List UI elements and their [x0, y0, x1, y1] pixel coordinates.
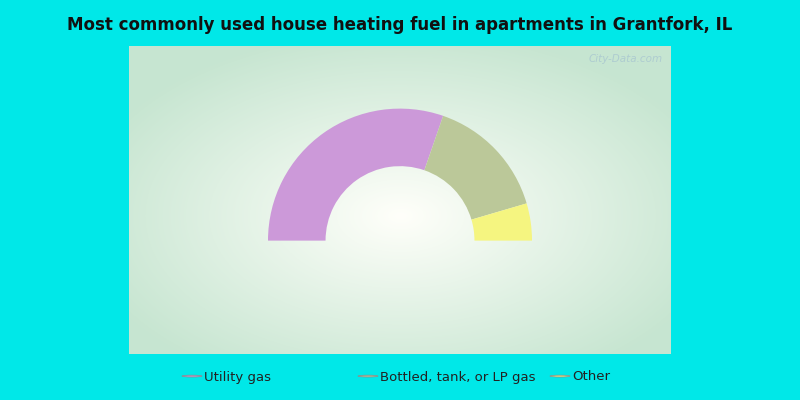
Ellipse shape	[550, 375, 570, 377]
Text: Other: Other	[572, 370, 610, 384]
Wedge shape	[424, 116, 526, 220]
Wedge shape	[268, 109, 443, 241]
Text: Utility gas: Utility gas	[204, 370, 271, 384]
Ellipse shape	[182, 375, 202, 377]
Wedge shape	[471, 203, 532, 241]
Text: City-Data.com: City-Data.com	[588, 54, 662, 64]
Ellipse shape	[358, 375, 378, 377]
Text: Bottled, tank, or LP gas: Bottled, tank, or LP gas	[380, 370, 535, 384]
Text: Most commonly used house heating fuel in apartments in Grantfork, IL: Most commonly used house heating fuel in…	[67, 16, 733, 34]
